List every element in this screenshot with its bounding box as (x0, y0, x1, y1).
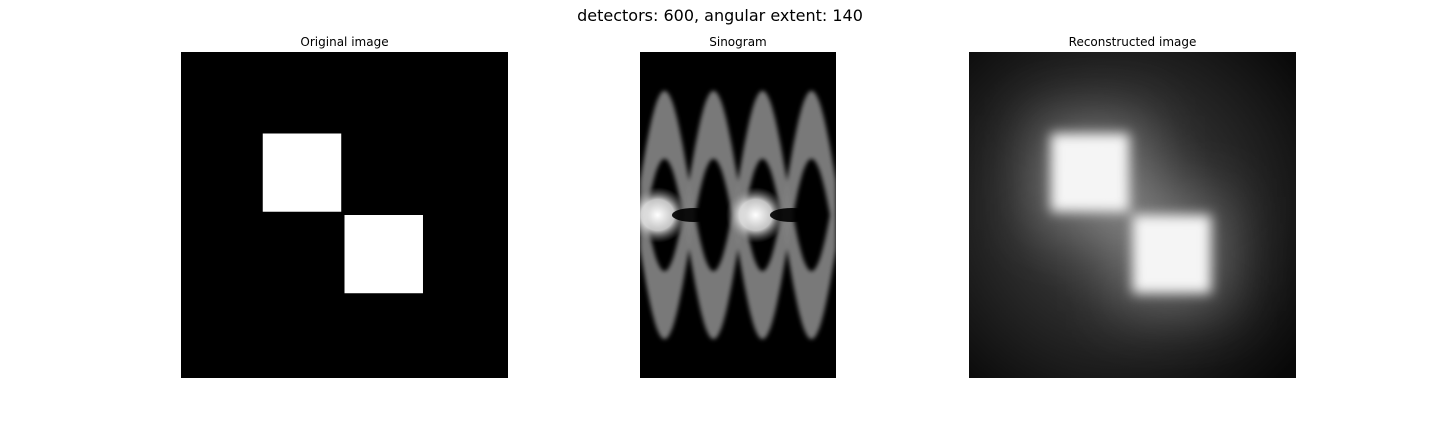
reconstructed-image-plot (969, 52, 1296, 378)
original-square-2 (344, 215, 423, 294)
sinogram-hotspot-2 (725, 187, 786, 243)
sinogram-crossing-1 (671, 208, 716, 222)
original-image-panel: Original image (181, 35, 508, 378)
sinogram-crossing-2 (769, 208, 814, 222)
sinogram-title: Sinogram (709, 35, 767, 49)
reconstructed-blob-2 (1132, 215, 1211, 294)
original-square-1 (262, 133, 342, 212)
reconstructed-image-title: Reconstructed image (1068, 35, 1197, 49)
figure-suptitle: detectors: 600, angular extent: 140 (577, 6, 863, 25)
original-image-plot (181, 52, 508, 378)
original-image-title: Original image (300, 35, 389, 49)
reconstructed-blob-1 (1050, 133, 1130, 212)
sinogram-hotspot-1 (640, 187, 688, 243)
sinogram-plot (640, 52, 836, 378)
reconstructed-image-panel: Reconstructed image (969, 35, 1296, 378)
sinogram-panel: Sinogram (640, 35, 836, 378)
